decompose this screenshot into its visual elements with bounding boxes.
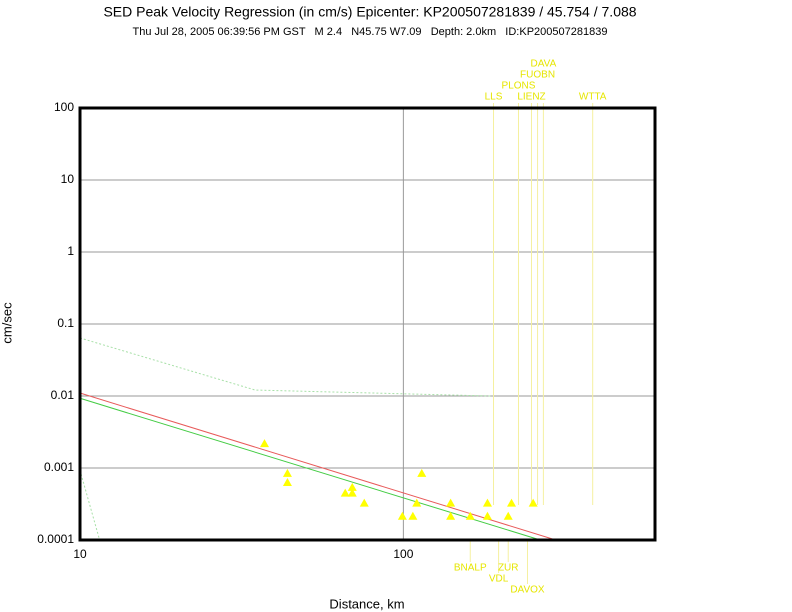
station-label: ZUR (498, 563, 519, 574)
station-label: DAVA (531, 59, 557, 70)
y-tick-label: 100 (54, 100, 74, 114)
data-point (347, 482, 357, 491)
regression-line (79, 337, 491, 397)
y-tick-label: 0.1 (57, 316, 74, 330)
data-point (446, 511, 456, 520)
station-label: FUOBN (520, 70, 555, 81)
data-point (340, 488, 350, 497)
data-point (503, 511, 513, 520)
station-label: VDL (489, 574, 509, 585)
regression-line (79, 397, 541, 541)
regression-line (79, 470, 101, 541)
x-axis-label: Distance, km (329, 596, 404, 611)
y-tick-label: 0.0001 (37, 532, 74, 546)
data-point (347, 488, 357, 497)
y-tick-label: 0.01 (51, 388, 75, 402)
data-point (528, 498, 538, 507)
data-point (465, 511, 475, 520)
plot-frame (78, 106, 657, 542)
y-tick-label: 10 (61, 172, 75, 186)
station-label: DAVOX (510, 585, 545, 596)
data-point (259, 439, 269, 448)
data-point (417, 468, 427, 477)
data-point (408, 511, 418, 520)
data-point (282, 468, 292, 477)
regression-line (79, 392, 556, 541)
station-label: BNALP (454, 563, 487, 574)
data-point (412, 498, 422, 507)
chart-title: SED Peak Velocity Regression (in cm/s) E… (103, 4, 636, 20)
x-tick-label: 100 (393, 547, 413, 561)
station-label: LIENZ (517, 92, 545, 103)
data-point (282, 477, 292, 486)
chart-subtitle: Thu Jul 28, 2005 06:39:56 PM GST M 2.4 N… (133, 26, 608, 38)
station-label: PLONS (502, 81, 536, 92)
y-tick-label: 1 (67, 244, 74, 258)
station-label: WTTA (579, 92, 607, 103)
x-tick-label: 10 (73, 547, 87, 561)
y-tick-label: 0.001 (44, 460, 74, 474)
data-point (397, 511, 407, 520)
data-point (482, 511, 492, 520)
data-point (482, 498, 492, 507)
data-point (446, 498, 456, 507)
data-point (507, 498, 517, 507)
y-axis-label: cm/sec (0, 302, 14, 344)
data-point (359, 498, 369, 507)
station-label: LLS (485, 92, 503, 103)
